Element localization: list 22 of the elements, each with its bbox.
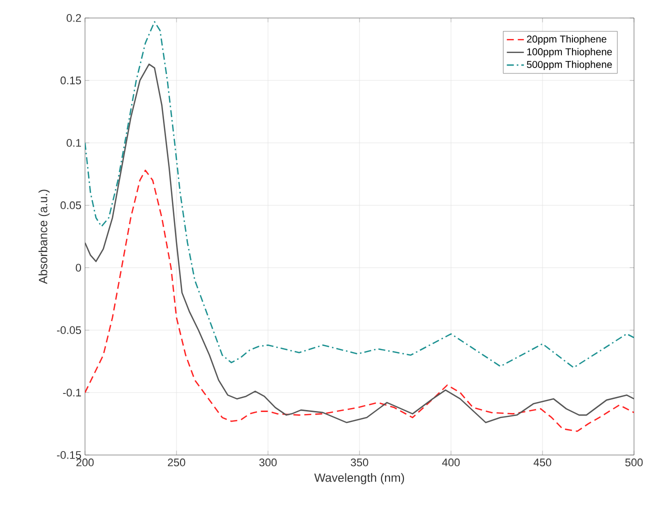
y-tick-label: -0.15	[56, 451, 82, 459]
y-tick-label: 0.05	[60, 201, 82, 210]
legend-label: 20ppm Thiophene	[526, 35, 606, 45]
y-axis-title: Absorbance (a.u.)	[38, 190, 50, 284]
line-series	[85, 21, 634, 368]
x-tick-label: 200	[76, 458, 94, 466]
y-tick-label: 0	[76, 264, 82, 272]
x-tick-label: 500	[625, 458, 643, 466]
y-tick-label: 0.1	[66, 138, 81, 147]
x-axis-title: Wavelength (nm)	[314, 473, 404, 484]
y-tick-label: -0.1	[63, 388, 81, 396]
legend-label: 100ppm Thiophene	[527, 48, 612, 58]
line-series	[85, 170, 634, 432]
x-tick-label: 400	[442, 458, 460, 466]
x-tick-label: 250	[168, 458, 186, 466]
x-tick-label: 450	[534, 458, 552, 466]
x-tick-label: 300	[259, 458, 277, 466]
legend-label: 500ppm Thiophene	[526, 60, 612, 70]
y-tick-label: -0.05	[56, 326, 82, 334]
y-tick-label: 0.2	[66, 14, 81, 22]
x-tick-label: 350	[350, 458, 368, 466]
y-tick-label: 0.15	[60, 76, 82, 84]
